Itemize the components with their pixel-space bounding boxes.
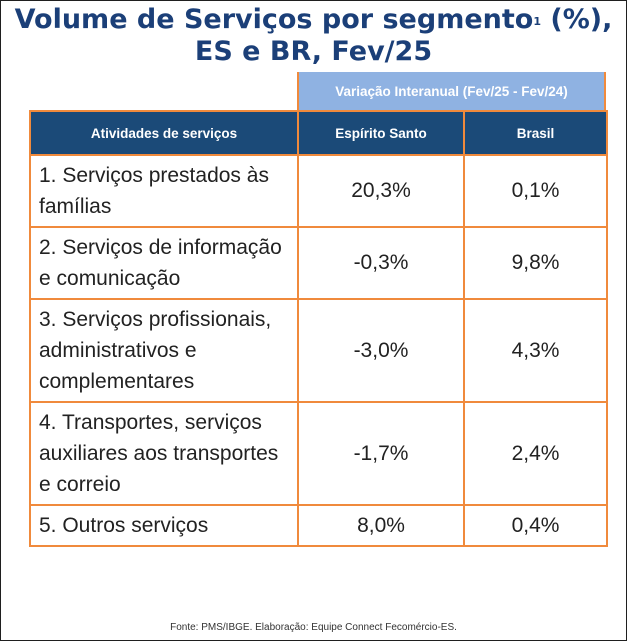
title-suffix: (%), [540,4,613,35]
table-row: 5. Outros serviços 8,0% 0,4% [29,504,608,547]
es-value: -0,3% [297,226,465,300]
row-label: 1. Serviços prestados às famílias [29,154,299,228]
row-label: 5. Outros serviços [29,504,299,547]
title-line-2: ES e BR, Fev/25 [194,36,433,67]
title-footnote: 1 [533,15,541,28]
title-line-1: Volume de Serviços por segmento1 (%), [0,4,627,36]
source-note: Fonte: PMS/IBGE. Elaboração: Equipe Conn… [170,622,457,633]
header-band: Variação Interanual (Fev/25 - Fev/24) [297,72,606,110]
data-table: Atividades de serviços Espírito Santo Br… [29,110,608,547]
column-header-br: Brasil [463,110,608,156]
table-row: 2. Serviços de informação e comunicação … [29,226,608,300]
chart-title: Volume de Serviços por segmento1 (%), ES… [0,4,627,68]
es-value: -1,7% [297,401,465,506]
table-row: 4. Transportes, serviços auxiliares aos … [29,401,608,506]
br-value: 2,4% [463,401,608,506]
es-value: 20,3% [297,154,465,228]
br-value: 0,1% [463,154,608,228]
br-value: 9,8% [463,226,608,300]
row-label: 4. Transportes, serviços auxiliares aos … [29,401,299,506]
es-value: -3,0% [297,298,465,403]
row-label: 3. Serviços profissionais, administrativ… [29,298,299,403]
title-main: Volume de Serviços por segmento [14,4,534,35]
column-header-activity: Atividades de serviços [29,110,299,156]
br-value: 0,4% [463,504,608,547]
br-value: 4,3% [463,298,608,403]
column-header-es: Espírito Santo [297,110,465,156]
header-row: Atividades de serviços Espírito Santo Br… [29,110,608,156]
row-label: 2. Serviços de informação e comunicação [29,226,299,300]
table-row: 1. Serviços prestados às famílias 20,3% … [29,154,608,228]
es-value: 8,0% [297,504,465,547]
table-row: 3. Serviços profissionais, administrativ… [29,298,608,403]
